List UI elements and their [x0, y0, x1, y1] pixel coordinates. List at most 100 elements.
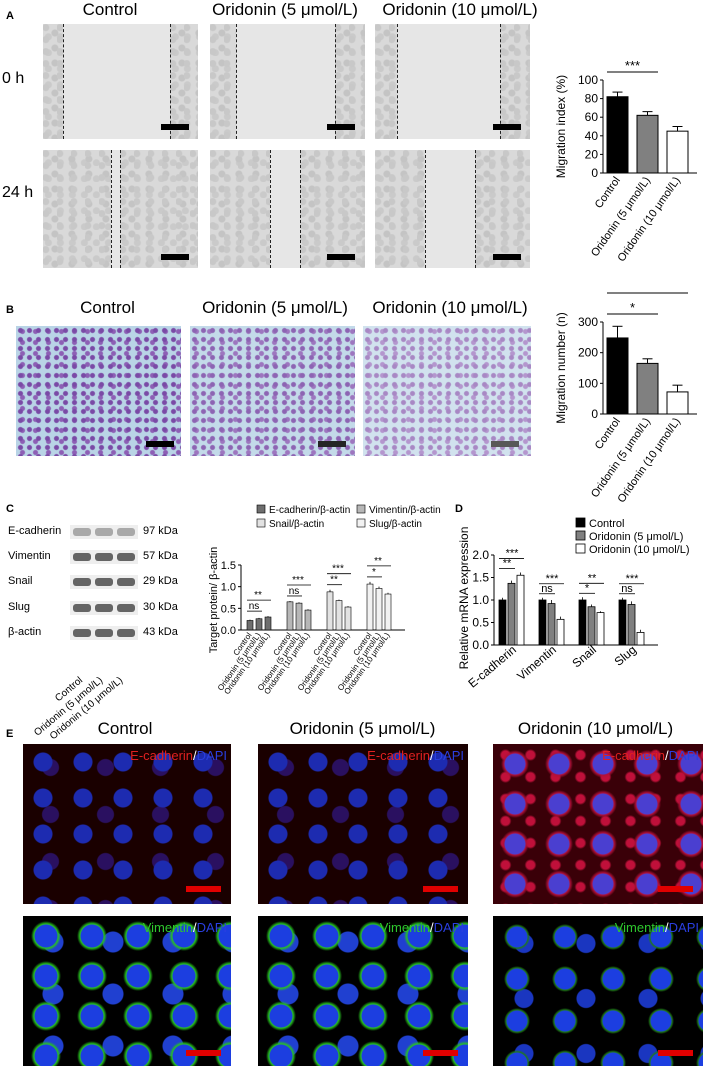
significance-label: ns — [621, 583, 633, 595]
bar — [636, 114, 659, 174]
blot-band — [117, 553, 135, 561]
stain-label: Vimentin/DAPI — [614, 920, 699, 935]
y-tick-label: 0.5 — [221, 603, 236, 615]
wound-photo-5-24h — [210, 150, 365, 268]
y-tick-label: 100 — [578, 73, 598, 87]
scale-bar — [327, 124, 355, 130]
transwell-photo-control — [16, 326, 181, 456]
legend-label: Oridonin (5 μmol/L) — [589, 531, 683, 543]
significance-label: ns — [289, 586, 300, 597]
panel-b-col-control: Control — [80, 298, 135, 317]
y-tick-label: 300 — [578, 315, 598, 329]
blot-band — [73, 553, 91, 561]
y-tick-label: 1.5 — [472, 571, 489, 585]
scale-bar — [161, 254, 189, 260]
y-tick-label: 0.0 — [472, 638, 489, 652]
blot-band — [73, 578, 91, 586]
y-tick-label: 80 — [585, 92, 599, 106]
bar — [627, 604, 636, 646]
significance-label: *** — [626, 573, 640, 585]
panel-label-d: D — [455, 503, 463, 515]
significance-label: * — [630, 300, 635, 315]
x-tick-label: Control — [593, 175, 623, 211]
bar — [666, 391, 689, 415]
y-tick-label: 0.5 — [472, 616, 489, 630]
panel-e-col-control: Control — [97, 719, 153, 738]
blot-band — [117, 604, 135, 612]
significance-label: *** — [332, 564, 344, 575]
significance-label: * — [585, 582, 590, 594]
bar — [326, 591, 334, 631]
y-tick-label: 0 — [591, 407, 598, 421]
x-tick-label: Vimentin — [514, 643, 559, 684]
wound-photo-10-24h — [375, 150, 530, 268]
panel-b-col-5: Oridonin (5 μmol/L) — [202, 298, 348, 317]
y-tick-label: 0.0 — [221, 625, 236, 637]
scale-bar — [493, 254, 521, 260]
y-axis-label: Target protein/ β-actin — [208, 547, 220, 654]
legend-swatch — [575, 543, 586, 554]
y-tick-label: 200 — [578, 346, 598, 360]
wound-photo-control-24h — [43, 150, 198, 268]
panel-label-e: E — [6, 728, 14, 740]
panel-label-c: C — [6, 503, 14, 515]
transwell-photo-10 — [363, 326, 531, 456]
blot-kda-label: 43 kDa — [143, 626, 178, 638]
transwell-photo-5 — [190, 326, 355, 456]
wound-photo-control-0h — [43, 24, 198, 139]
bar — [246, 620, 254, 631]
blot-protein-label: Slug — [8, 601, 31, 613]
panel-b-col-10: Oridonin (10 μmol/L) — [372, 298, 528, 317]
blot-band — [95, 553, 113, 561]
x-tick-label: Slug — [612, 643, 639, 669]
blot-protein-label: β-actin — [8, 626, 42, 638]
scale-bar — [327, 254, 355, 260]
legend-swatch — [256, 504, 266, 514]
western-blot: E-cadherin 97 kDa Vimentin 57 kDa Snail 29 kD… — [0, 505, 215, 742]
significance-label: ** — [503, 558, 512, 570]
bar — [556, 618, 565, 646]
bar — [516, 574, 525, 646]
panel-label-b: B — [6, 304, 14, 316]
blot-band — [117, 528, 135, 536]
bar — [304, 609, 312, 631]
panel-a-col-control: Control — [82, 0, 138, 19]
if-vim-5: Vimentin/DAPI — [258, 916, 468, 1066]
legend-label: Vimentin/β-actin — [369, 505, 441, 516]
bar — [606, 337, 629, 415]
legend-swatch — [356, 518, 366, 528]
blot-kda-label: 30 kDa — [143, 601, 178, 613]
bar — [344, 606, 352, 631]
bar — [295, 602, 303, 631]
legend-label: Oridonin (10 μmol/L) — [589, 544, 690, 556]
significance-label: * — [372, 567, 376, 578]
significance-label: *** — [640, 290, 655, 294]
y-tick-label: 1.0 — [221, 582, 236, 594]
if-ecad-5: E-cadherin/DAPI — [258, 744, 468, 904]
blot-band — [73, 629, 91, 637]
significance-label: *** — [292, 575, 304, 586]
legend-label: Control — [589, 518, 624, 530]
blot-strip — [70, 525, 138, 539]
legend-swatch — [356, 504, 366, 514]
bar — [636, 631, 645, 646]
blot-protein-label: Vimentin — [8, 550, 51, 562]
panel-e-col-10: Oridonin (10 μmol/L) — [517, 719, 674, 738]
y-axis-label: Relative mRNA expression — [458, 527, 471, 670]
blot-band — [95, 604, 113, 612]
stain-label: E-cadherin/DAPI — [130, 748, 227, 763]
y-tick-label: 2.0 — [472, 548, 489, 562]
x-tick-label: Snail — [569, 643, 598, 671]
blot-kda-label: 97 kDa — [143, 525, 178, 537]
y-tick-label: 1.5 — [221, 560, 236, 572]
legend-label: Snail/β-actin — [269, 519, 324, 530]
bar — [507, 582, 516, 646]
bar — [587, 606, 596, 646]
stain-label: Vimentin/DAPI — [379, 920, 464, 935]
bar — [596, 612, 605, 646]
y-tick-label: 1.0 — [472, 593, 489, 607]
bar — [498, 599, 507, 646]
y-axis-label: Migration number (n) — [555, 312, 568, 423]
bar — [538, 599, 547, 646]
